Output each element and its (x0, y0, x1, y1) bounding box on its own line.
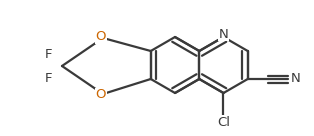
Text: O: O (96, 89, 106, 101)
Text: N: N (291, 72, 300, 86)
Text: Cl: Cl (217, 115, 230, 129)
Text: F: F (44, 47, 52, 61)
Text: N: N (219, 27, 228, 41)
Text: O: O (96, 30, 106, 44)
Text: F: F (44, 72, 52, 84)
